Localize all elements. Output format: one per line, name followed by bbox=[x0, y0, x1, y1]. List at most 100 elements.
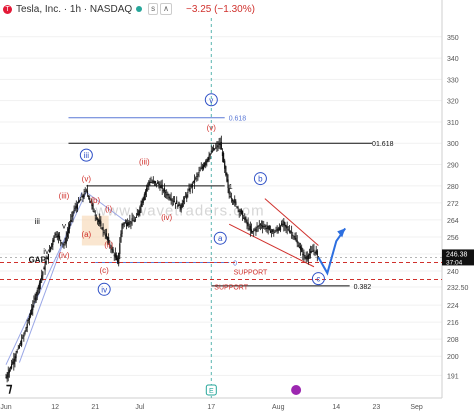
candle-body bbox=[311, 250, 313, 252]
wave-label: (iv) bbox=[161, 213, 172, 222]
candle-body bbox=[92, 203, 94, 210]
candle-body bbox=[208, 155, 210, 160]
candle-body bbox=[307, 255, 309, 260]
candle-body bbox=[254, 229, 256, 231]
candle-body bbox=[61, 242, 63, 244]
candle-body bbox=[39, 278, 42, 284]
y-tick-label: 200 bbox=[447, 354, 459, 361]
candle-body bbox=[112, 249, 114, 253]
candle-body bbox=[172, 200, 174, 202]
candle-body bbox=[255, 228, 257, 232]
candle-body bbox=[173, 201, 176, 203]
y-tick-label: 272 bbox=[447, 201, 459, 208]
candle-body bbox=[46, 257, 48, 259]
candle-body bbox=[175, 202, 177, 205]
candle-body bbox=[308, 253, 311, 256]
candle-body bbox=[226, 173, 228, 182]
candle-body bbox=[240, 209, 243, 214]
candle-body bbox=[111, 246, 113, 251]
candle-body bbox=[193, 179, 196, 183]
candle-body bbox=[116, 257, 119, 263]
candle-body bbox=[129, 220, 131, 222]
collapse-pill[interactable]: ∧ bbox=[160, 3, 173, 15]
candle-body bbox=[249, 225, 251, 231]
candle-body bbox=[60, 239, 62, 241]
candle-body bbox=[285, 225, 287, 228]
candle-body bbox=[210, 151, 212, 153]
candle-body bbox=[298, 247, 301, 248]
candle-body bbox=[63, 244, 65, 246]
tesla-logo-icon: T bbox=[3, 4, 12, 14]
candle-body bbox=[245, 217, 247, 223]
y-tick-label: 320 bbox=[447, 99, 459, 106]
countdown-value: 37:04 bbox=[446, 259, 463, 266]
candle-body bbox=[314, 251, 316, 253]
candle-body bbox=[21, 340, 23, 346]
indicator-pill[interactable]: s bbox=[148, 3, 159, 15]
candle-body bbox=[152, 180, 154, 183]
fib-label: 1.618 bbox=[376, 141, 394, 148]
candle-body bbox=[123, 223, 125, 225]
candle-body bbox=[189, 187, 191, 193]
wave-label: (iv) bbox=[58, 251, 69, 260]
candle-body bbox=[304, 256, 306, 259]
candle-body bbox=[301, 247, 303, 252]
candle-body bbox=[128, 222, 130, 226]
candle-body bbox=[140, 203, 142, 207]
candle-body bbox=[183, 197, 186, 199]
candle-body bbox=[182, 200, 185, 203]
candle-body bbox=[89, 198, 91, 200]
wave-label: iv bbox=[43, 247, 49, 256]
candle-body bbox=[12, 361, 14, 364]
candle-body bbox=[23, 334, 25, 337]
candle-body bbox=[82, 195, 84, 198]
candle-body bbox=[108, 237, 110, 243]
candle-body bbox=[251, 231, 254, 232]
candle-body bbox=[281, 223, 283, 226]
candle-body bbox=[241, 210, 244, 216]
y-tick-label: 290 bbox=[447, 163, 459, 170]
candle-body bbox=[214, 148, 216, 150]
candle-body bbox=[121, 224, 123, 234]
candle-body bbox=[91, 201, 93, 207]
x-tick-label: Sep bbox=[410, 404, 423, 411]
candle-body bbox=[17, 347, 19, 349]
candle-body bbox=[219, 143, 221, 145]
candle-body bbox=[99, 219, 101, 225]
candle-body bbox=[196, 175, 198, 177]
candle-body bbox=[274, 231, 276, 233]
candle-body bbox=[125, 222, 128, 227]
wave-label: (iii) bbox=[59, 192, 70, 201]
wave-label: b bbox=[258, 175, 263, 184]
wave-label: v bbox=[209, 96, 213, 105]
candle-body bbox=[13, 358, 15, 365]
candle-body bbox=[95, 217, 97, 219]
candle-body bbox=[9, 366, 12, 369]
candle-body bbox=[55, 234, 57, 236]
candle-body bbox=[154, 181, 157, 184]
candle-body bbox=[234, 198, 236, 204]
candle-body bbox=[43, 268, 45, 270]
fib-label: 1 bbox=[229, 184, 233, 191]
candle-body bbox=[137, 213, 139, 216]
candle-body bbox=[29, 312, 32, 317]
candle-body bbox=[312, 250, 314, 252]
candle-body bbox=[168, 196, 170, 199]
candle-body bbox=[263, 226, 265, 228]
candle-body bbox=[169, 197, 171, 200]
candle-body bbox=[64, 241, 66, 243]
wave-label-circle bbox=[253, 172, 267, 186]
y-tick-label: 232.50 bbox=[447, 285, 469, 292]
bear-channel-upper bbox=[264, 198, 319, 246]
candle-body bbox=[302, 253, 304, 255]
candle-body bbox=[115, 255, 118, 261]
candle-body bbox=[118, 252, 120, 265]
candle-body bbox=[267, 225, 269, 230]
candle-body bbox=[275, 229, 277, 231]
wave-label: (iii) bbox=[139, 158, 150, 167]
y-tick-label: 216 bbox=[447, 320, 459, 327]
candle-body bbox=[84, 191, 86, 192]
candle-body bbox=[134, 219, 137, 221]
candle-body bbox=[87, 195, 90, 197]
